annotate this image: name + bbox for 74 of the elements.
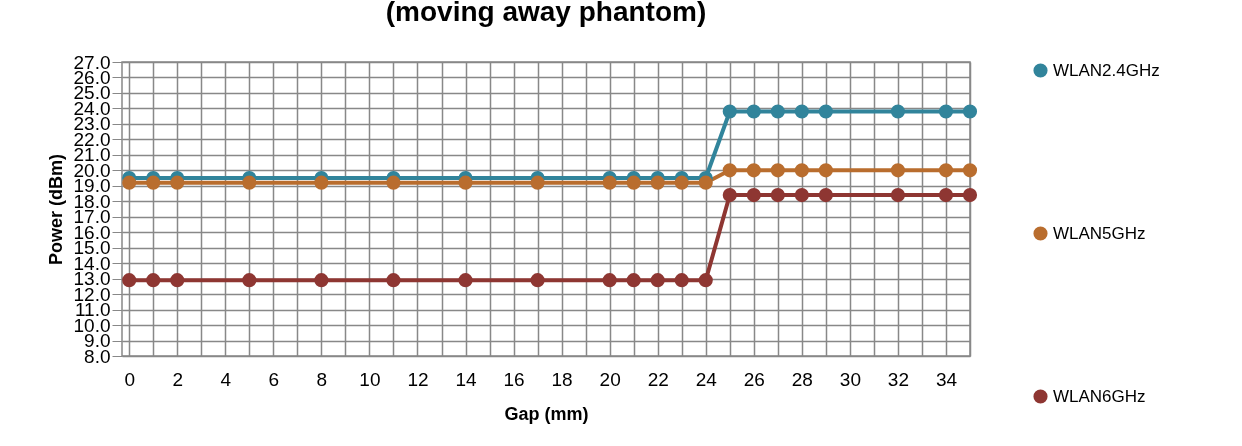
y-axis-title: Power (dBm) [45,153,66,266]
point [122,273,137,288]
point [698,175,713,190]
point [458,273,473,288]
point [722,104,737,119]
x-tick-label: 6 [268,368,280,390]
point [650,175,665,190]
x-tick-label: 10 [359,368,381,390]
point [242,273,257,288]
x-tick-label: 26 [743,368,765,390]
point [386,273,401,288]
x-tick-label: 34 [935,368,958,390]
x-tick-label: 22 [647,368,669,390]
legend-label: WLAN2.4GHz [1053,60,1160,80]
point [818,104,833,119]
point [314,273,329,288]
point [938,163,954,178]
point [746,163,761,178]
x-axis-title: Gap (mm) [504,403,589,424]
point [386,175,401,190]
point [770,163,785,178]
x-tick-label: 28 [791,368,813,390]
point [602,175,617,190]
point [626,273,641,288]
point [122,175,137,190]
legend-label: WLAN5GHz [1053,223,1146,243]
point [794,188,809,203]
point [530,273,545,288]
point [242,175,257,190]
point [794,163,809,178]
point [962,188,978,203]
x-tick-label: 0 [124,368,135,390]
point [530,175,545,190]
point [962,163,978,178]
point [794,104,809,119]
point [890,104,905,119]
point [938,104,954,119]
x-tick-label: 2 [172,368,184,390]
x-tick-label: 20 [599,368,621,390]
point [938,188,954,203]
x-tick-label: 14 [455,368,478,390]
point [698,273,713,288]
point [146,273,161,288]
x-tick-label: 32 [887,368,909,390]
point [458,175,473,190]
point [962,104,978,119]
x-tick-label: 8 [316,368,328,390]
point [650,273,665,288]
point [674,175,689,190]
point [674,273,689,288]
x-tick-label: 16 [503,368,525,390]
point [746,188,761,203]
point [890,163,905,178]
x-tick-label: 30 [839,368,861,390]
point [722,163,737,178]
point [602,273,617,288]
chart-title: (moving away phantom) [385,0,707,27]
x-tick-label: 12 [407,368,429,390]
point [146,175,161,190]
point [890,188,905,203]
point [722,188,737,203]
point [770,104,785,119]
point [818,188,833,203]
x-tick-label: 18 [551,368,573,390]
point [170,175,185,190]
point [746,104,761,119]
point [314,175,329,190]
point [626,175,641,190]
point [770,188,785,203]
x-tick-label: 4 [220,368,232,390]
x-tick-label: 24 [695,368,718,390]
point [818,163,833,178]
legend-label: WLAN6GHz [1053,386,1146,406]
point [170,273,185,288]
